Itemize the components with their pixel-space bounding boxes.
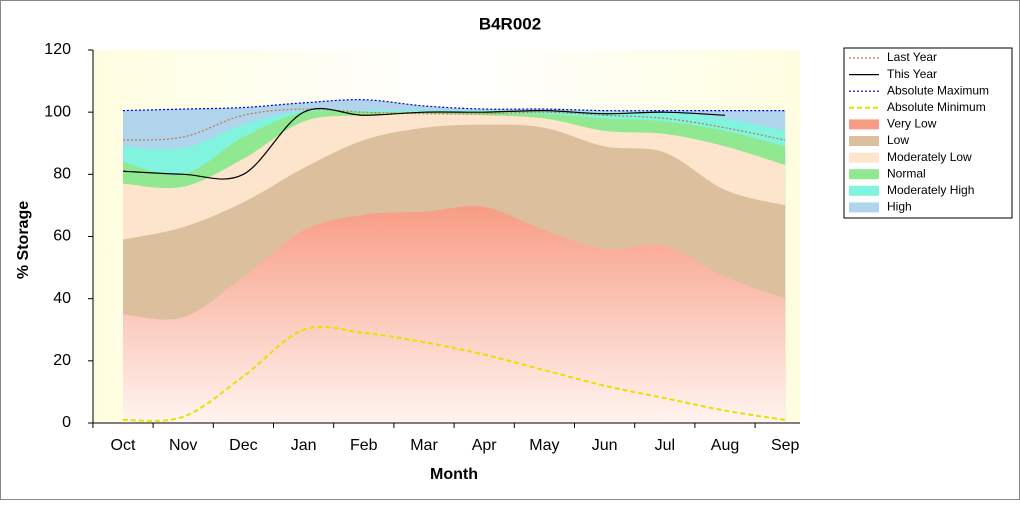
legend-swatch [849,202,879,213]
x-tick-label: Apr [472,437,498,454]
x-tick-label: Oct [111,437,136,454]
legend-swatch [849,136,879,146]
y-tick-label: 60 [53,228,71,245]
y-tick-label: 40 [53,290,71,307]
legend-label: Normal [887,166,926,180]
series-line [122,325,786,422]
y-tick-label: 0 [62,414,71,431]
legend-label: Last Year [887,50,937,64]
legend-label: Low [887,133,909,147]
lines [122,99,786,422]
legend: Last Year This Year Absolute Maximum Absolu… [849,50,989,214]
legend-label: Moderately High [887,183,974,197]
x-tick-label: Aug [711,437,739,454]
x-axis-label: Month [430,466,478,483]
x-tick-label: Sep [771,437,800,454]
legend-swatch [849,185,879,196]
chart-title: B4R002 [479,14,541,33]
y-tick-label: 120 [44,41,71,58]
band-area [123,206,786,423]
legend-swatch [849,119,879,130]
legend-swatch [849,169,879,180]
legend-label: Very Low [887,117,937,131]
x-tick-label: Nov [169,437,197,454]
legend-label: This Year [887,67,937,81]
axes: 0 20 40 60 80 100 120 Oct Nov Dec Jan Feb Mar Apr May J… [44,41,800,454]
x-tick-label: Jan [291,437,317,454]
series-line [122,108,786,141]
legend-swatch [849,152,879,163]
y-tick-label: 100 [44,103,71,120]
y-tick-label: 80 [53,166,71,183]
legend-label: Absolute Maximum [887,83,989,97]
x-tick-label: Jul [655,437,675,454]
x-tick-label: Mar [410,437,438,454]
legend-label: Moderately Low [887,150,972,164]
x-tick-label: Feb [350,437,378,454]
x-tick-label: May [529,437,559,454]
legend-label: High [887,200,912,214]
x-tick-label: Jun [592,437,618,454]
series-line [122,107,726,180]
x-tick-label: Dec [229,437,257,454]
y-axis-label: % Storage [15,201,32,279]
legend-label: Absolute Minimum [887,100,986,114]
areas [123,99,786,424]
y-tick-label: 20 [53,352,71,369]
